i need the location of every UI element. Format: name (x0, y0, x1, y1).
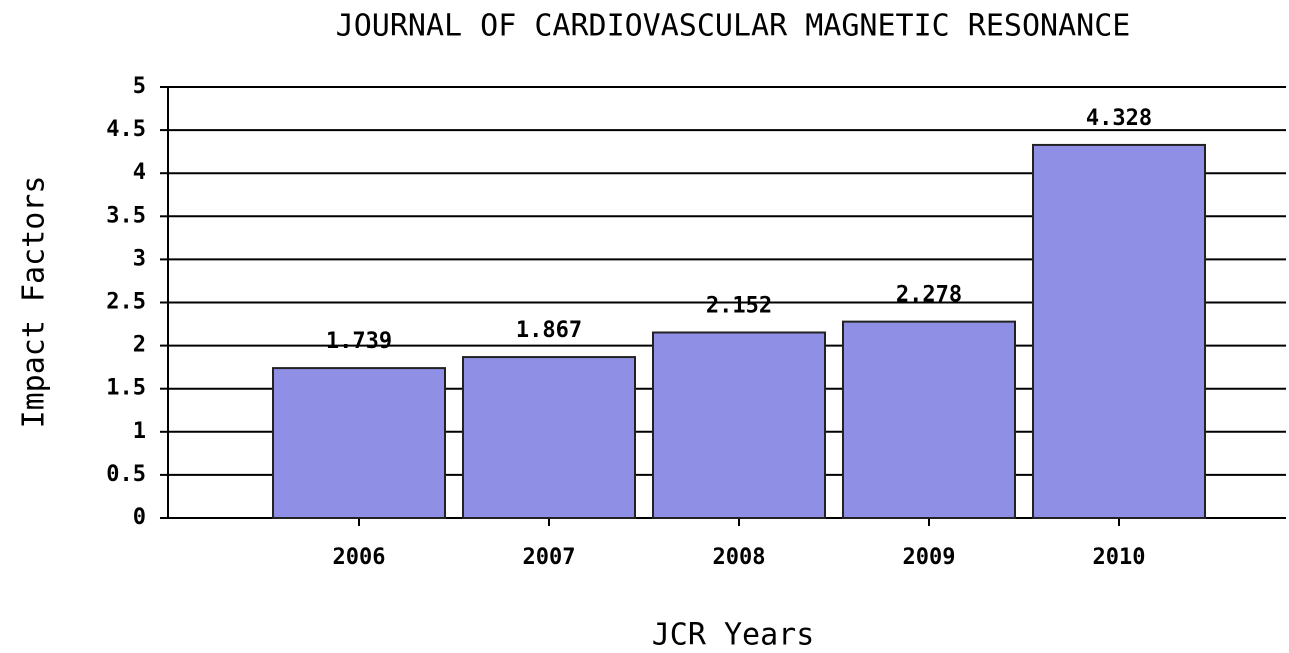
bar (652, 331, 826, 519)
y-tick-label: 1.5 (106, 376, 146, 401)
y-axis-title: Impact Factors (17, 176, 52, 429)
x-tick-label: 2010 (1093, 545, 1146, 570)
chart-title: JOURNAL OF CARDIOVASCULAR MAGNETIC RESON… (336, 9, 1131, 44)
y-tick-label: 2.5 (106, 290, 146, 315)
x-tick-label: 2006 (333, 545, 386, 570)
x-tick-label: 2007 (523, 545, 576, 570)
x-axis-title: JCR Years (652, 618, 815, 653)
y-tick-label: 2 (133, 333, 146, 358)
bar (1032, 143, 1206, 520)
y-tick-label: 4.5 (106, 117, 146, 142)
y-tick-label: 0.5 (106, 462, 146, 487)
y-tick-label: 1 (133, 419, 146, 444)
y-tick-label: 0 (133, 505, 146, 530)
bar (842, 320, 1016, 520)
value-label: 1.867 (516, 318, 582, 343)
value-label: 2.278 (896, 283, 962, 308)
x-tick-label: 2009 (903, 545, 956, 570)
y-tick-label: 3 (133, 246, 146, 271)
value-label: 1.739 (326, 329, 392, 354)
bar (462, 356, 636, 519)
value-label: 2.152 (706, 293, 772, 318)
y-tick-label: 3.5 (106, 203, 146, 228)
value-label: 4.328 (1086, 106, 1152, 131)
x-tick-label: 2008 (713, 545, 766, 570)
y-tick-label: 4 (133, 160, 146, 185)
y-tick-label: 5 (133, 74, 146, 99)
bar (272, 367, 446, 519)
